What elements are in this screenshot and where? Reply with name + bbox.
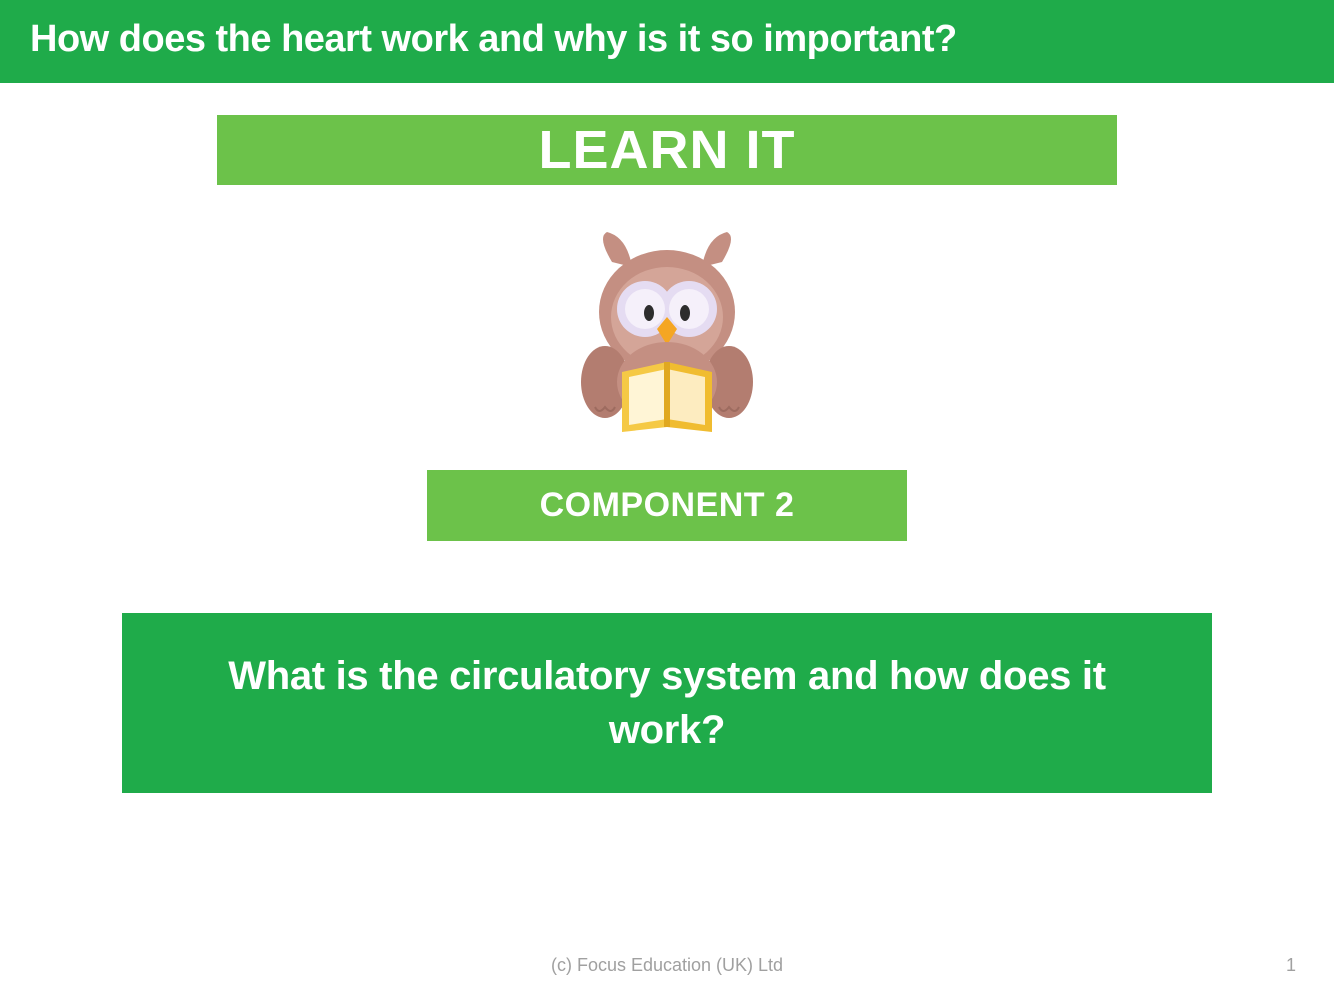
question-text: What is the circulatory system and how d… [202, 649, 1132, 757]
copyright-text: (c) Focus Education (UK) Ltd [551, 955, 783, 976]
learn-it-banner: LEARN IT [217, 115, 1117, 185]
header-banner: How does the heart work and why is it so… [0, 0, 1334, 83]
page-number: 1 [1286, 955, 1296, 976]
footer: (c) Focus Education (UK) Ltd [0, 955, 1334, 976]
owl-reading-icon [557, 217, 777, 442]
component-label: COMPONENT 2 [427, 486, 907, 525]
content-area: LEARN IT [0, 83, 1334, 793]
question-banner: What is the circulatory system and how d… [122, 613, 1212, 793]
component-banner: COMPONENT 2 [427, 470, 907, 541]
learn-it-label: LEARN IT [217, 119, 1117, 181]
header-title: How does the heart work and why is it so… [30, 18, 1304, 61]
